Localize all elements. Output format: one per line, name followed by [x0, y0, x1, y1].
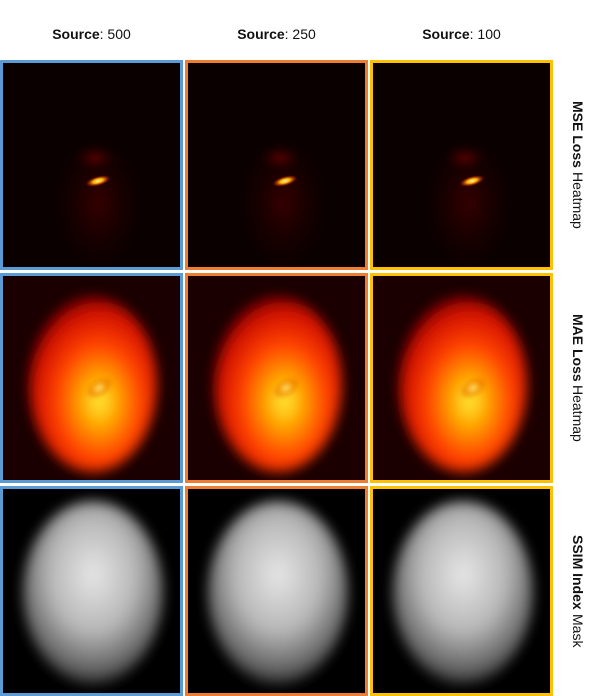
column-header: Source: 500	[0, 26, 183, 42]
column-header: Source: 250	[185, 26, 368, 42]
row-label: MAE Loss Heatmap	[564, 273, 586, 483]
row-label: SSIM Index Mask	[564, 486, 586, 696]
glow	[443, 144, 487, 172]
panel	[370, 486, 553, 696]
header-text: : 100	[469, 26, 501, 42]
heatmap-image	[373, 489, 550, 693]
row-text: Heatmap	[570, 385, 586, 443]
head	[399, 296, 527, 472]
row-bold: MSE Loss	[570, 101, 586, 169]
glow	[53, 133, 143, 267]
heatmap-image	[188, 63, 365, 267]
column-header: Source: 100	[370, 26, 553, 42]
panel	[0, 60, 183, 270]
row-bold: MAE Loss	[570, 313, 586, 382]
head	[208, 501, 348, 685]
glow	[258, 144, 302, 172]
hotspot	[460, 378, 486, 398]
panel	[370, 60, 553, 270]
row-text: Mask	[570, 613, 586, 648]
glow	[73, 144, 117, 172]
heatmap-image	[188, 276, 365, 480]
head	[393, 501, 533, 685]
hotspot	[86, 378, 112, 398]
glow	[423, 133, 513, 267]
heatmap-image	[373, 276, 550, 480]
hotspot	[459, 175, 485, 187]
header-bold: Source	[52, 26, 100, 42]
header-bold: Source	[237, 26, 285, 42]
hotspot	[272, 175, 298, 187]
heatmap-image	[3, 63, 180, 267]
heatmap-image	[3, 489, 180, 693]
panel	[370, 273, 553, 483]
hotspot	[85, 175, 111, 187]
panel	[185, 486, 368, 696]
row-text: Heatmap	[570, 172, 586, 229]
header-text: : 500	[99, 26, 131, 42]
row-label: MSE Loss Heatmap	[564, 60, 586, 270]
header-bold: Source	[422, 26, 470, 42]
panel	[0, 486, 183, 696]
panel	[185, 273, 368, 483]
panel	[185, 60, 368, 270]
panel	[0, 273, 183, 483]
header-text: : 250	[284, 26, 316, 42]
hotspot	[273, 378, 299, 398]
glow	[238, 133, 328, 267]
head	[23, 501, 163, 685]
heatmap-image	[188, 489, 365, 693]
heatmap-image	[373, 63, 550, 267]
heatmap-image	[3, 276, 180, 480]
row-bold: SSIM Index	[570, 534, 586, 610]
